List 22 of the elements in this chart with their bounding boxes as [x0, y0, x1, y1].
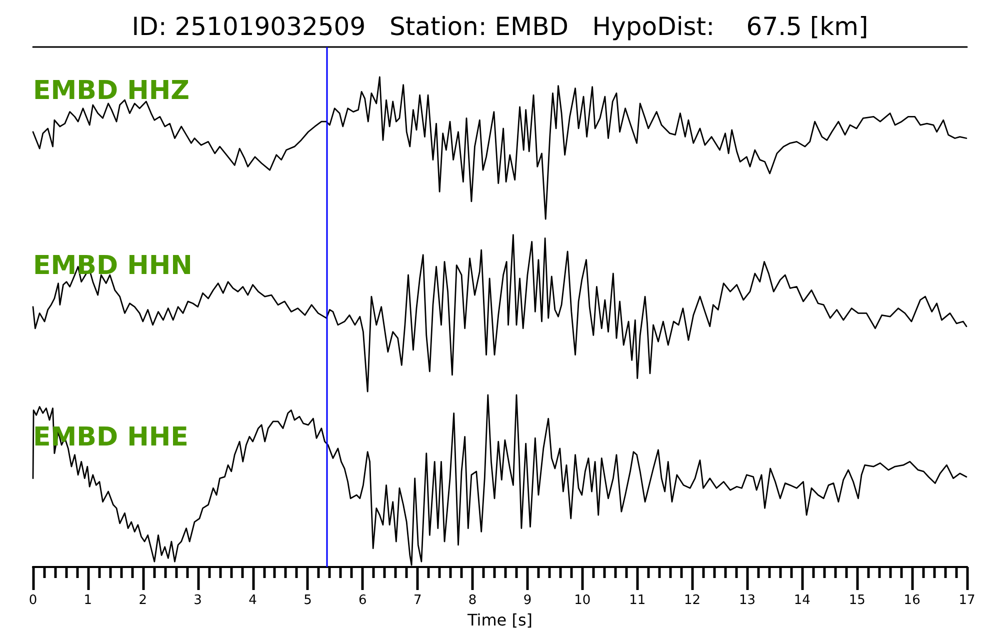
chart-title: ID: 251019032509 Station: EMBD HypoDist: 67.5 [km] — [132, 12, 868, 41]
series-label: EMBD HHN — [33, 250, 192, 281]
x-tick-label: 3 — [194, 593, 202, 608]
x-tick-label: 17 — [958, 593, 976, 608]
x-tick-label: 0 — [28, 593, 38, 608]
x-tick-label: 2 — [138, 593, 148, 608]
x-tick-label: 12 — [684, 593, 701, 608]
x-axis-title: Time [s] — [466, 610, 533, 630]
x-tick-label: 7 — [413, 593, 422, 608]
x-tick-label: 13 — [738, 593, 756, 608]
x-tick-label: 15 — [848, 593, 866, 608]
x-tick-label: 10 — [574, 593, 591, 608]
x-tick-label: 5 — [304, 593, 312, 608]
x-tick-label: 11 — [629, 593, 646, 608]
x-tick-label: 4 — [248, 593, 257, 608]
x-tick-label: 8 — [468, 593, 477, 608]
series-label: EMBD HHZ — [33, 76, 190, 106]
x-tick-label: 6 — [358, 593, 367, 608]
x-tick-label: 16 — [904, 593, 920, 608]
x-tick-label: 14 — [794, 593, 810, 608]
x-tick-label: 9 — [523, 593, 532, 608]
x-tick-label: 1 — [84, 593, 92, 608]
